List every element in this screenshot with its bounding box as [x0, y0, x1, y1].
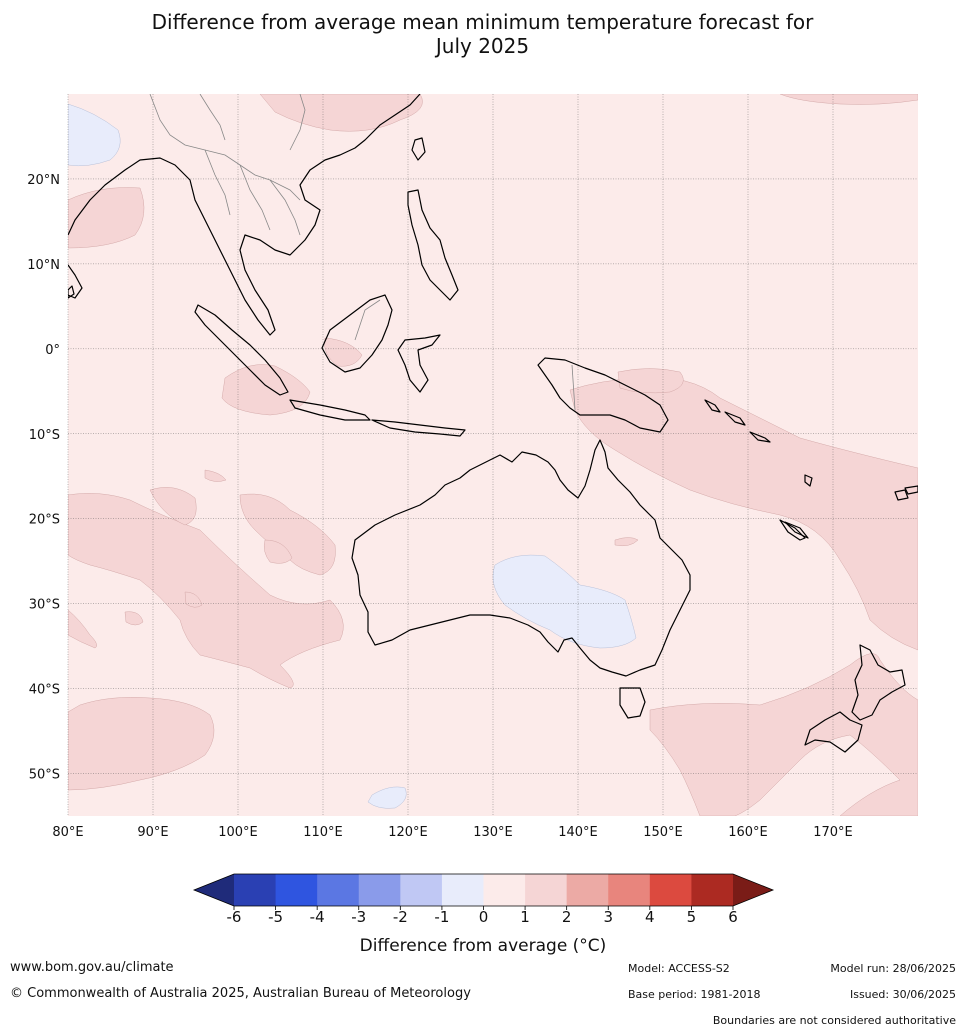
model-run-text: Model run: 28/06/2025: [830, 962, 956, 975]
colorbar-tick-label: 6: [728, 908, 738, 926]
anomaly-regions: [68, 94, 918, 816]
colorbar-segment: [441, 874, 484, 906]
colorbar-segment: [691, 874, 734, 906]
graticule: [67, 94, 918, 816]
longitude-label: 160°E: [728, 825, 768, 840]
asia-coastline: [68, 94, 421, 336]
new-zealand-south-island: [804, 711, 863, 753]
colorbar-tick-label: -2: [393, 908, 408, 926]
issued-text: Issued: 30/06/2025: [849, 988, 956, 1001]
borneo-coastline: [321, 294, 393, 373]
coastlines: [68, 94, 918, 753]
title-line-1: Difference from average mean minimum tem…: [151, 10, 814, 34]
model-text: Model: ACCESS-S2: [628, 962, 730, 975]
copyright-text: © Commonwealth of Australia 2025, Austra…: [10, 986, 471, 1001]
latitude-label: 40°S: [29, 683, 60, 698]
colorbar-extend-low: [194, 874, 234, 906]
colorbar-tick-label: 3: [603, 908, 613, 926]
latitude-labels: 20°N 10°N 0° 10°S 20°S 30°S 40°S 50°S: [27, 173, 60, 783]
colorbar-tick-label: -1: [434, 908, 449, 926]
latitude-label: 30°S: [29, 598, 60, 613]
sumatra-coastline: [194, 304, 289, 396]
colorbar-tick-label: 0: [479, 908, 489, 926]
longitude-label: 140°E: [558, 825, 598, 840]
latitude-label: 10°S: [29, 428, 60, 443]
colorbar-tick-label: 2: [562, 908, 572, 926]
colorbar-segment: [234, 874, 277, 906]
colorbar-extend-high: [733, 874, 773, 906]
colorbar-tick-label: 1: [520, 908, 530, 926]
colorbar-tick-label: -6: [227, 908, 242, 926]
new-guinea-coastline: [537, 357, 669, 433]
longitude-label: 90°E: [137, 825, 168, 840]
country-borders: [149, 94, 576, 411]
longitude-label: 170°E: [813, 825, 853, 840]
latitude-label: 0°: [45, 343, 60, 358]
latitude-label: 20°N: [27, 173, 60, 188]
latitude-label: 50°S: [29, 768, 60, 783]
colorbar-segment: [566, 874, 609, 906]
colorbar-segment: [483, 874, 526, 906]
longitude-label: 120°E: [388, 825, 428, 840]
colorbar-label: Difference from average (°C): [360, 936, 607, 956]
australia-coastline: [351, 439, 691, 677]
anomaly-minus-0-to-1: [68, 103, 637, 809]
colorbar-tick-label: -5: [268, 908, 283, 926]
anomaly-plus-1-to-2: [68, 94, 918, 816]
disclaimer-text: Boundaries are not considered authoritat…: [712, 1014, 956, 1027]
colorbar-segment: [400, 874, 443, 906]
colorbar-tick-label: 5: [687, 908, 697, 926]
philippines-coastline: [407, 189, 459, 301]
longitude-label: 130°E: [473, 825, 513, 840]
longitude-label: 80°E: [52, 825, 83, 840]
java-coastline: [289, 399, 371, 421]
colorbar-tick-label: 4: [645, 908, 655, 926]
colorbar-segment: [358, 874, 401, 906]
india-coastline: [68, 264, 83, 299]
website-text: www.bom.gov.au/climate: [10, 960, 174, 975]
new-zealand-north-island: [851, 644, 906, 721]
colorbar-tick-label: -4: [310, 908, 325, 926]
base-period-text: Base period: 1981-2018: [628, 988, 761, 1001]
colorbar-segment: [649, 874, 692, 906]
longitude-label: 100°E: [218, 825, 258, 840]
latitude-label: 20°S: [29, 513, 60, 528]
tasmania-coastline: [619, 687, 646, 719]
colorbar: -6 -5 -4 -3 -2 -1 0 1 2 3 4 5 6: [192, 873, 775, 926]
title-line-2: July 2025: [435, 34, 530, 58]
longitude-label: 110°E: [303, 825, 343, 840]
colorbar-tick-label: -3: [351, 908, 366, 926]
colorbar-segment: [275, 874, 318, 906]
longitude-label: 150°E: [643, 825, 683, 840]
map-title: Difference from average mean minimum tem…: [0, 10, 965, 58]
colorbar-segment: [525, 874, 568, 906]
sulawesi-coastline: [397, 334, 441, 393]
colorbar-segment: [608, 874, 651, 906]
longitude-labels: 80°E 90°E 100°E 110°E 120°E 130°E 140°E 150°E 16…: [52, 825, 852, 840]
colorbar-segment: [317, 874, 360, 906]
latitude-label: 10°N: [27, 258, 60, 273]
